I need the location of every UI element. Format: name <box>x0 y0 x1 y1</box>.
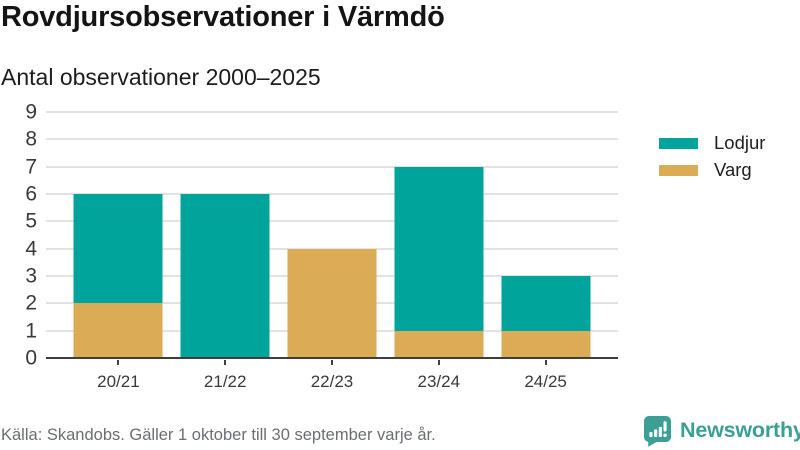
x-tick-21/22: 21/22 <box>172 360 279 392</box>
legend-label: Varg <box>714 159 752 181</box>
x-tick-label: 21/22 <box>203 372 247 391</box>
bar-segment-varg <box>394 330 484 358</box>
bar-segment-varg <box>287 248 377 358</box>
gridline-9 <box>46 111 618 113</box>
bar-segment-lodjur <box>73 194 163 304</box>
bar-segment-lodjur <box>180 194 270 358</box>
y-tick-label: 4 <box>25 237 37 261</box>
x-tick-label: 22/23 <box>310 372 354 391</box>
x-tick-label: 20/21 <box>97 372 140 391</box>
bar-23/24 <box>385 112 492 358</box>
legend-item-varg: Varg <box>659 160 765 181</box>
bar-21/22 <box>172 112 279 358</box>
bar-segment-varg <box>501 330 591 358</box>
gridline-7 <box>46 165 618 168</box>
y-tick-label: 9 <box>25 100 37 124</box>
gridline-5 <box>46 220 618 223</box>
gridline-8 <box>46 138 618 141</box>
chart-subtitle: Antal observationer 2000–2025 <box>1 64 321 90</box>
x-tick-23/24: 23/24 <box>385 360 492 392</box>
x-axis-line <box>46 356 618 359</box>
legend-swatch <box>659 165 698 176</box>
gridline-6 <box>46 193 618 195</box>
bar-segment-varg <box>73 303 163 358</box>
legend-item-lodjur: Lodjur <box>659 133 765 154</box>
x-tick-mark <box>224 360 227 365</box>
x-tick-24/25: 24/25 <box>492 360 599 392</box>
newsworthy-logo[interactable]: Newsworthy <box>644 416 800 447</box>
newsworthy-wordmark: Newsworthy <box>680 418 800 442</box>
bar-segment-lodjur <box>394 166 484 331</box>
bar-20/21 <box>65 112 172 358</box>
bar-22/23 <box>279 112 386 358</box>
bars <box>65 112 599 358</box>
y-tick-label: 8 <box>25 127 37 151</box>
legend-swatch <box>659 138 698 149</box>
plot-area <box>46 111 618 359</box>
legend: Lodjur Varg <box>659 133 765 187</box>
y-tick-label: 1 <box>25 319 37 343</box>
source-note: Källa: Skandobs. Gäller 1 oktober till 3… <box>1 426 436 444</box>
x-tick-mark <box>544 360 547 365</box>
y-tick-label: 0 <box>25 346 37 370</box>
y-axis: 0 1 2 3 4 5 6 7 8 9 <box>0 102 37 369</box>
page-title: Rovdjursobservationer i Värmdö <box>1 1 445 33</box>
x-tick-label: 23/24 <box>417 372 461 391</box>
x-tick-22/23: 22/23 <box>279 360 386 392</box>
y-tick-label: 3 <box>25 264 37 288</box>
y-tick-label: 2 <box>25 291 37 315</box>
y-tick-label: 6 <box>25 182 37 206</box>
y-tick-label: 5 <box>25 209 37 233</box>
x-tick-mark <box>117 360 120 365</box>
bar-24/25 <box>492 112 599 358</box>
legend-label: Lodjur <box>714 132 766 154</box>
x-axis: 20/21 21/22 22/23 23/24 24/25 <box>65 360 599 392</box>
y-tick-label: 7 <box>25 155 37 179</box>
x-tick-mark <box>437 360 440 365</box>
bar-segment-lodjur <box>501 276 591 331</box>
newsworthy-logo-icon <box>644 416 671 447</box>
x-tick-mark <box>330 360 333 365</box>
x-tick-20/21: 20/21 <box>65 360 172 392</box>
x-tick-label: 24/25 <box>524 372 567 391</box>
